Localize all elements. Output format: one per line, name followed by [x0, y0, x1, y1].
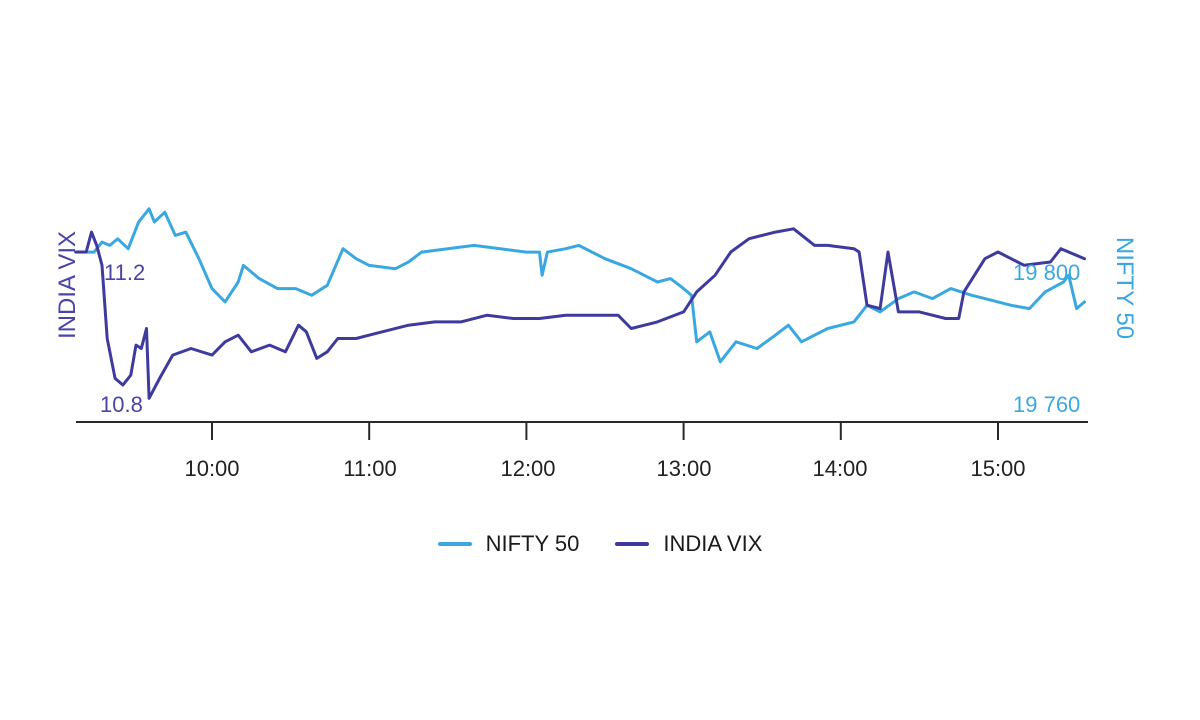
- right-axis-title: NIFTY 50: [1111, 236, 1138, 340]
- x-tick-label-1000: 10:00: [184, 456, 240, 481]
- x-tick-label-1200: 12:00: [500, 456, 556, 481]
- vix-tick-label-low: 10.8: [100, 392, 143, 417]
- legend-label-india-vix: INDIA VIX: [663, 531, 763, 556]
- x-tick-label-1100: 11:00: [343, 456, 397, 481]
- x-tick-label-1300: 13:00: [656, 456, 712, 481]
- legend-item-india-vix: INDIA VIX: [615, 531, 762, 557]
- nifty-tick-label-low: 19 760: [1013, 392, 1081, 417]
- x-axis: [76, 421, 1088, 440]
- x-tick-label-1400: 14:00: [812, 456, 868, 481]
- nifty-50-swatch-icon: [437, 542, 472, 546]
- left-axis-title: INDIA VIX: [54, 230, 81, 340]
- nifty-50-line: [74, 207, 1086, 364]
- x-tick-label-1500: 15:00: [970, 456, 1026, 481]
- chart-legend: NIFTY 50 INDIA VIX: [0, 531, 1200, 557]
- vix-tick-label-high: 11.2: [104, 260, 146, 285]
- legend-label-nifty-50: NIFTY 50: [485, 531, 580, 556]
- india-vix-line: [74, 227, 1086, 400]
- legend-item-nifty-50: NIFTY 50: [437, 531, 580, 557]
- nifty-tick-label-high: 19 800: [1013, 260, 1081, 285]
- india-vix-swatch-icon: [615, 542, 650, 546]
